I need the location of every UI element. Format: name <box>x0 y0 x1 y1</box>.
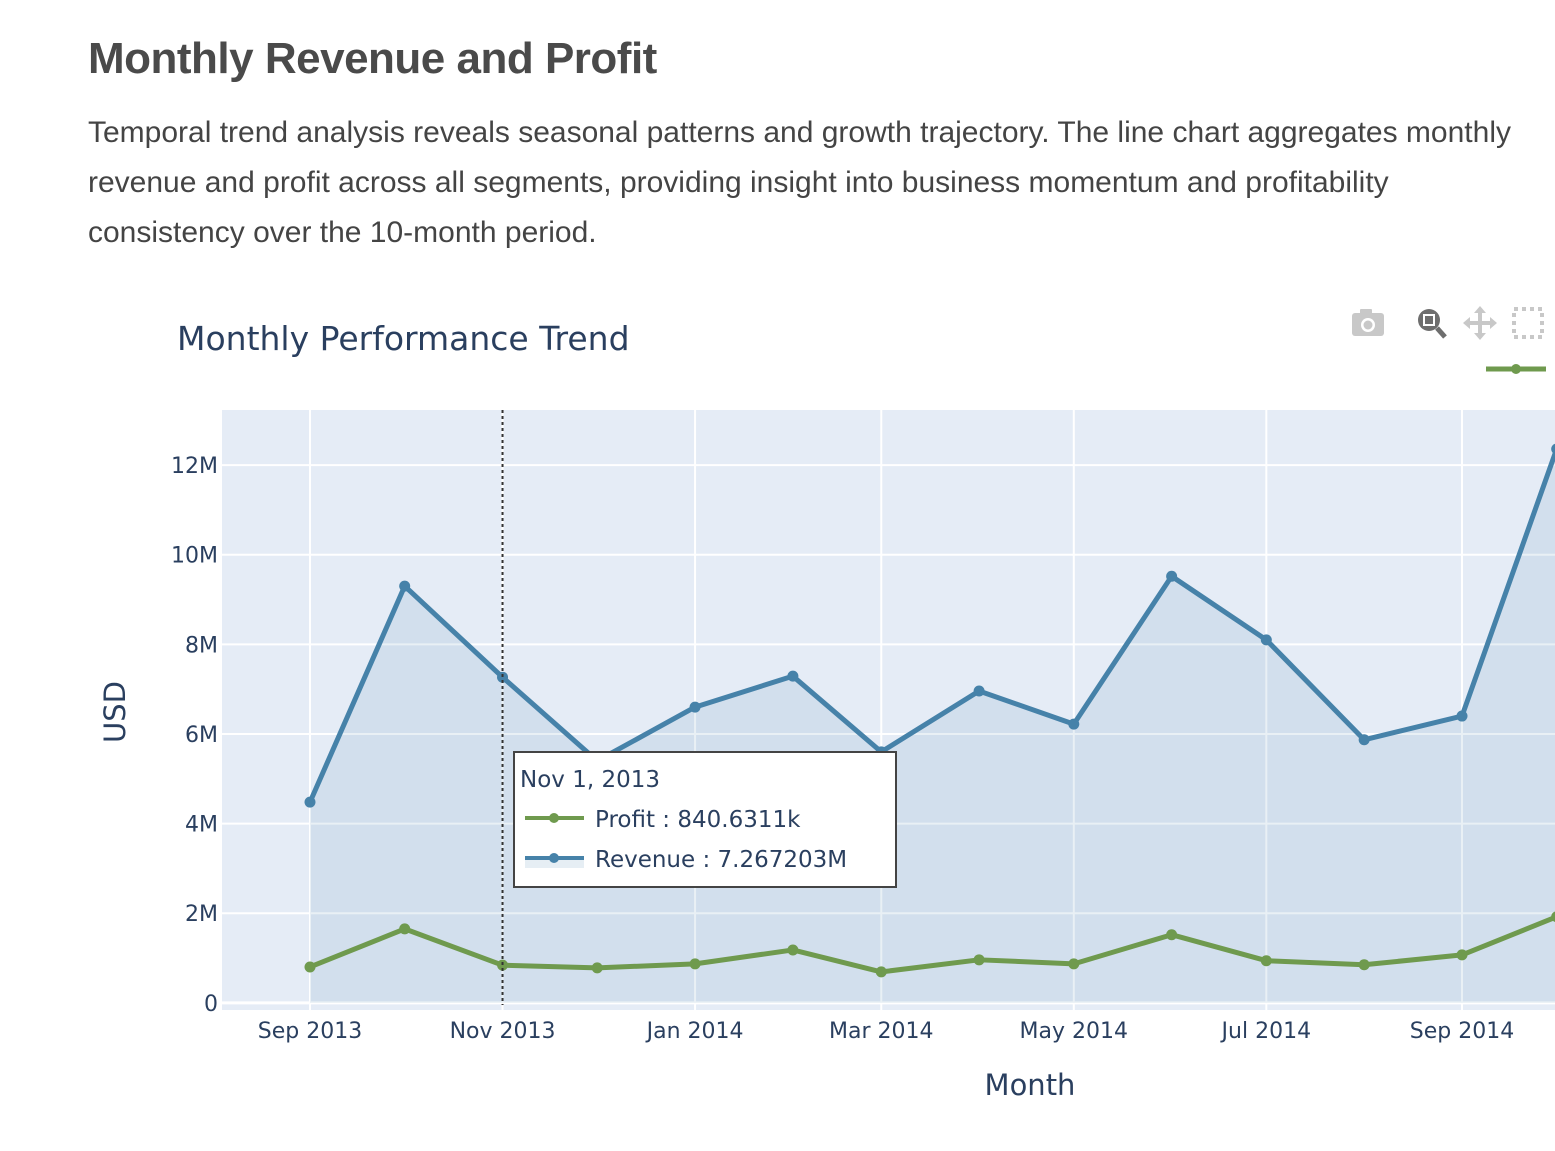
x-axis-title: Month <box>985 1068 1076 1102</box>
series-lines <box>304 443 1555 978</box>
profit-point[interactable] <box>1551 911 1555 923</box>
y-tick-label: 4M <box>185 813 218 838</box>
y-tick-label: 2M <box>185 902 218 927</box>
revenue-point[interactable] <box>1551 443 1555 455</box>
profit-point[interactable] <box>875 966 887 978</box>
page-heading: Monthly Revenue and Profit <box>88 34 657 83</box>
camera-icon[interactable] <box>1352 309 1384 336</box>
revenue-point[interactable] <box>689 701 701 713</box>
y-tick-label: 6M <box>185 723 218 748</box>
page-description: Temporal trend analysis reveals seasonal… <box>88 116 1511 249</box>
revenue-point[interactable] <box>1166 570 1178 582</box>
profit-point[interactable] <box>1358 959 1370 971</box>
profit-line[interactable] <box>309 914 1555 975</box>
profit-point[interactable] <box>1166 929 1178 941</box>
revenue-line[interactable] <box>307 448 1555 804</box>
legend-item-profit[interactable] <box>1486 364 1546 374</box>
revenue-point[interactable] <box>1068 718 1080 730</box>
x-tick-label: Jan 2014 <box>645 1019 744 1044</box>
revenue-point[interactable] <box>1260 634 1272 646</box>
hover-tooltip: Nov 1, 2013 Profit : 840.6311k Revenue :… <box>513 751 897 888</box>
revenue-point[interactable] <box>497 671 509 683</box>
y-tick-label: 10M <box>171 544 218 569</box>
revenue-point[interactable] <box>1456 710 1468 722</box>
revenue-point[interactable] <box>1358 734 1370 746</box>
profit-point[interactable] <box>304 961 316 973</box>
axis-ticks: Sep 2013 Nov 2013 Jan 2014 Mar 2014 May 2014… <box>171 454 1514 1044</box>
profit-point[interactable] <box>973 954 985 966</box>
tooltip-profit: Profit : 840.6311k <box>595 807 801 833</box>
x-tick-label: May 2014 <box>1020 1019 1128 1044</box>
pan-icon[interactable] <box>1463 306 1497 340</box>
profit-point[interactable] <box>497 959 509 971</box>
chart-title: Monthly Performance Trend <box>177 319 630 358</box>
profit-point[interactable] <box>787 944 799 956</box>
tooltip-revenue: Revenue : 7.267203M <box>595 847 847 873</box>
revenue-point[interactable] <box>304 796 316 808</box>
x-tick-label: Mar 2014 <box>829 1019 934 1044</box>
x-tick-label: Jul 2014 <box>1220 1019 1312 1044</box>
zoom-icon[interactable] <box>1418 309 1447 339</box>
profit-point[interactable] <box>1068 958 1080 970</box>
x-tick-label: Nov 2013 <box>450 1019 556 1044</box>
y-tick-label: 12M <box>171 454 218 479</box>
box-select-icon[interactable] <box>1512 307 1544 339</box>
revenue-point[interactable] <box>787 670 799 682</box>
y-axis-title: USD <box>98 681 132 743</box>
modebar <box>1352 306 1544 340</box>
profit-point[interactable] <box>1260 955 1272 967</box>
profit-point[interactable] <box>399 923 411 935</box>
y-tick-label: 0 <box>204 992 218 1017</box>
y-tick-label: 8M <box>185 633 218 658</box>
profit-point[interactable] <box>591 962 603 974</box>
revenue-point[interactable] <box>399 580 411 592</box>
profit-point[interactable] <box>1456 949 1468 961</box>
revenue-point[interactable] <box>973 685 985 697</box>
profit-point[interactable] <box>689 958 701 970</box>
x-tick-label: Sep 2013 <box>258 1019 362 1044</box>
x-tick-label: Sep 2014 <box>1410 1019 1514 1044</box>
tooltip-title: Nov 1, 2013 <box>520 767 660 793</box>
